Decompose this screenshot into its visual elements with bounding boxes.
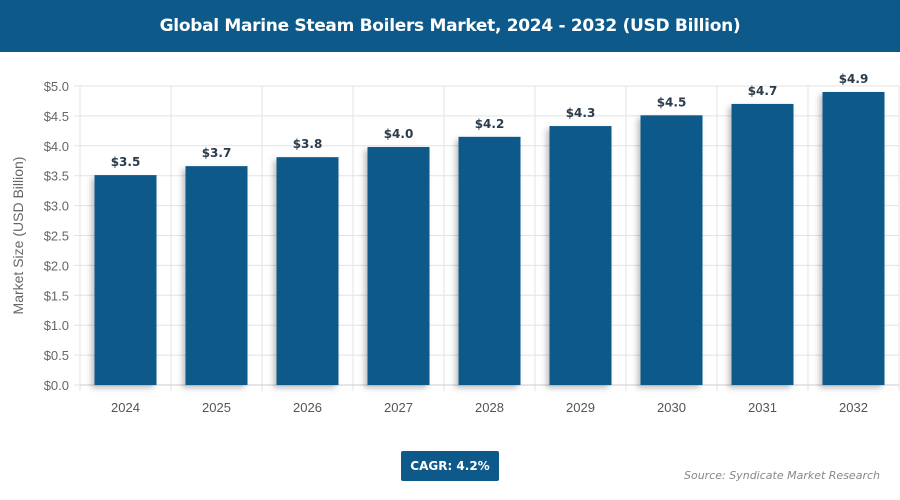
bar — [731, 103, 794, 385]
y-tick-label: $0.0 — [44, 378, 69, 393]
y-tick-label: $2.0 — [44, 258, 69, 273]
y-tick-label: $3.5 — [44, 169, 69, 184]
y-tick-label: $0.5 — [44, 348, 69, 363]
data-label: $4.0 — [384, 127, 414, 141]
data-label: $4.9 — [839, 72, 869, 86]
source-note: Source: Syndicate Market Research — [684, 469, 880, 482]
bar — [640, 115, 703, 385]
bar — [276, 157, 339, 385]
x-tick-label: 2025 — [202, 400, 231, 415]
bar — [458, 136, 521, 385]
data-label: $3.5 — [111, 155, 141, 169]
cagr-badge: CAGR: 4.2% — [401, 451, 499, 481]
chart-title: Global Marine Steam Boilers Market, 2024… — [0, 0, 900, 52]
x-tick-label: 2026 — [293, 400, 322, 415]
bar — [549, 126, 612, 385]
bar — [94, 175, 157, 385]
x-tick-label: 2029 — [566, 400, 595, 415]
data-label: $4.5 — [657, 95, 687, 109]
x-tick-label: 2024 — [111, 400, 140, 415]
y-tick-label: $4.5 — [44, 109, 69, 124]
x-tick-label: 2030 — [657, 400, 686, 415]
y-tick-label: $4.0 — [44, 139, 69, 154]
x-tick-label: 2027 — [384, 400, 413, 415]
x-tick-label: 2032 — [839, 400, 868, 415]
y-tick-label: $2.5 — [44, 229, 69, 244]
x-tick-label: 2031 — [748, 400, 777, 415]
bar — [822, 91, 885, 385]
y-axis-title: Market Size (USD Billion) — [10, 157, 26, 315]
bar — [185, 166, 248, 385]
x-tick-label: 2028 — [475, 400, 504, 415]
bar — [367, 146, 430, 385]
y-tick-label: $5.0 — [44, 79, 69, 94]
data-label: $3.7 — [202, 146, 232, 160]
y-tick-label: $3.0 — [44, 199, 69, 214]
data-label: $4.2 — [475, 117, 505, 131]
data-label: $4.7 — [748, 84, 778, 98]
y-tick-label: $1.5 — [44, 288, 69, 303]
y-tick-label: $1.0 — [44, 318, 69, 333]
data-label: $4.3 — [566, 106, 596, 120]
data-label: $3.8 — [293, 137, 323, 151]
